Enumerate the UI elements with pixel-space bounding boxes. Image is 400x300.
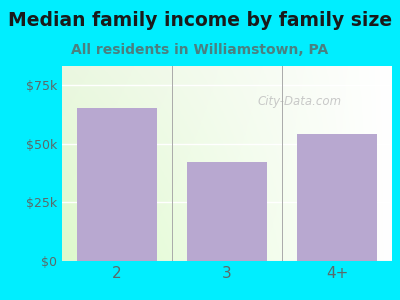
Text: All residents in Williamstown, PA: All residents in Williamstown, PA	[71, 44, 329, 58]
Bar	[297, 134, 377, 261]
Bar	[78, 108, 157, 261]
Bar	[187, 162, 267, 261]
Text: Median family income by family size: Median family income by family size	[8, 11, 392, 29]
Text: City-Data.com: City-Data.com	[258, 94, 342, 108]
